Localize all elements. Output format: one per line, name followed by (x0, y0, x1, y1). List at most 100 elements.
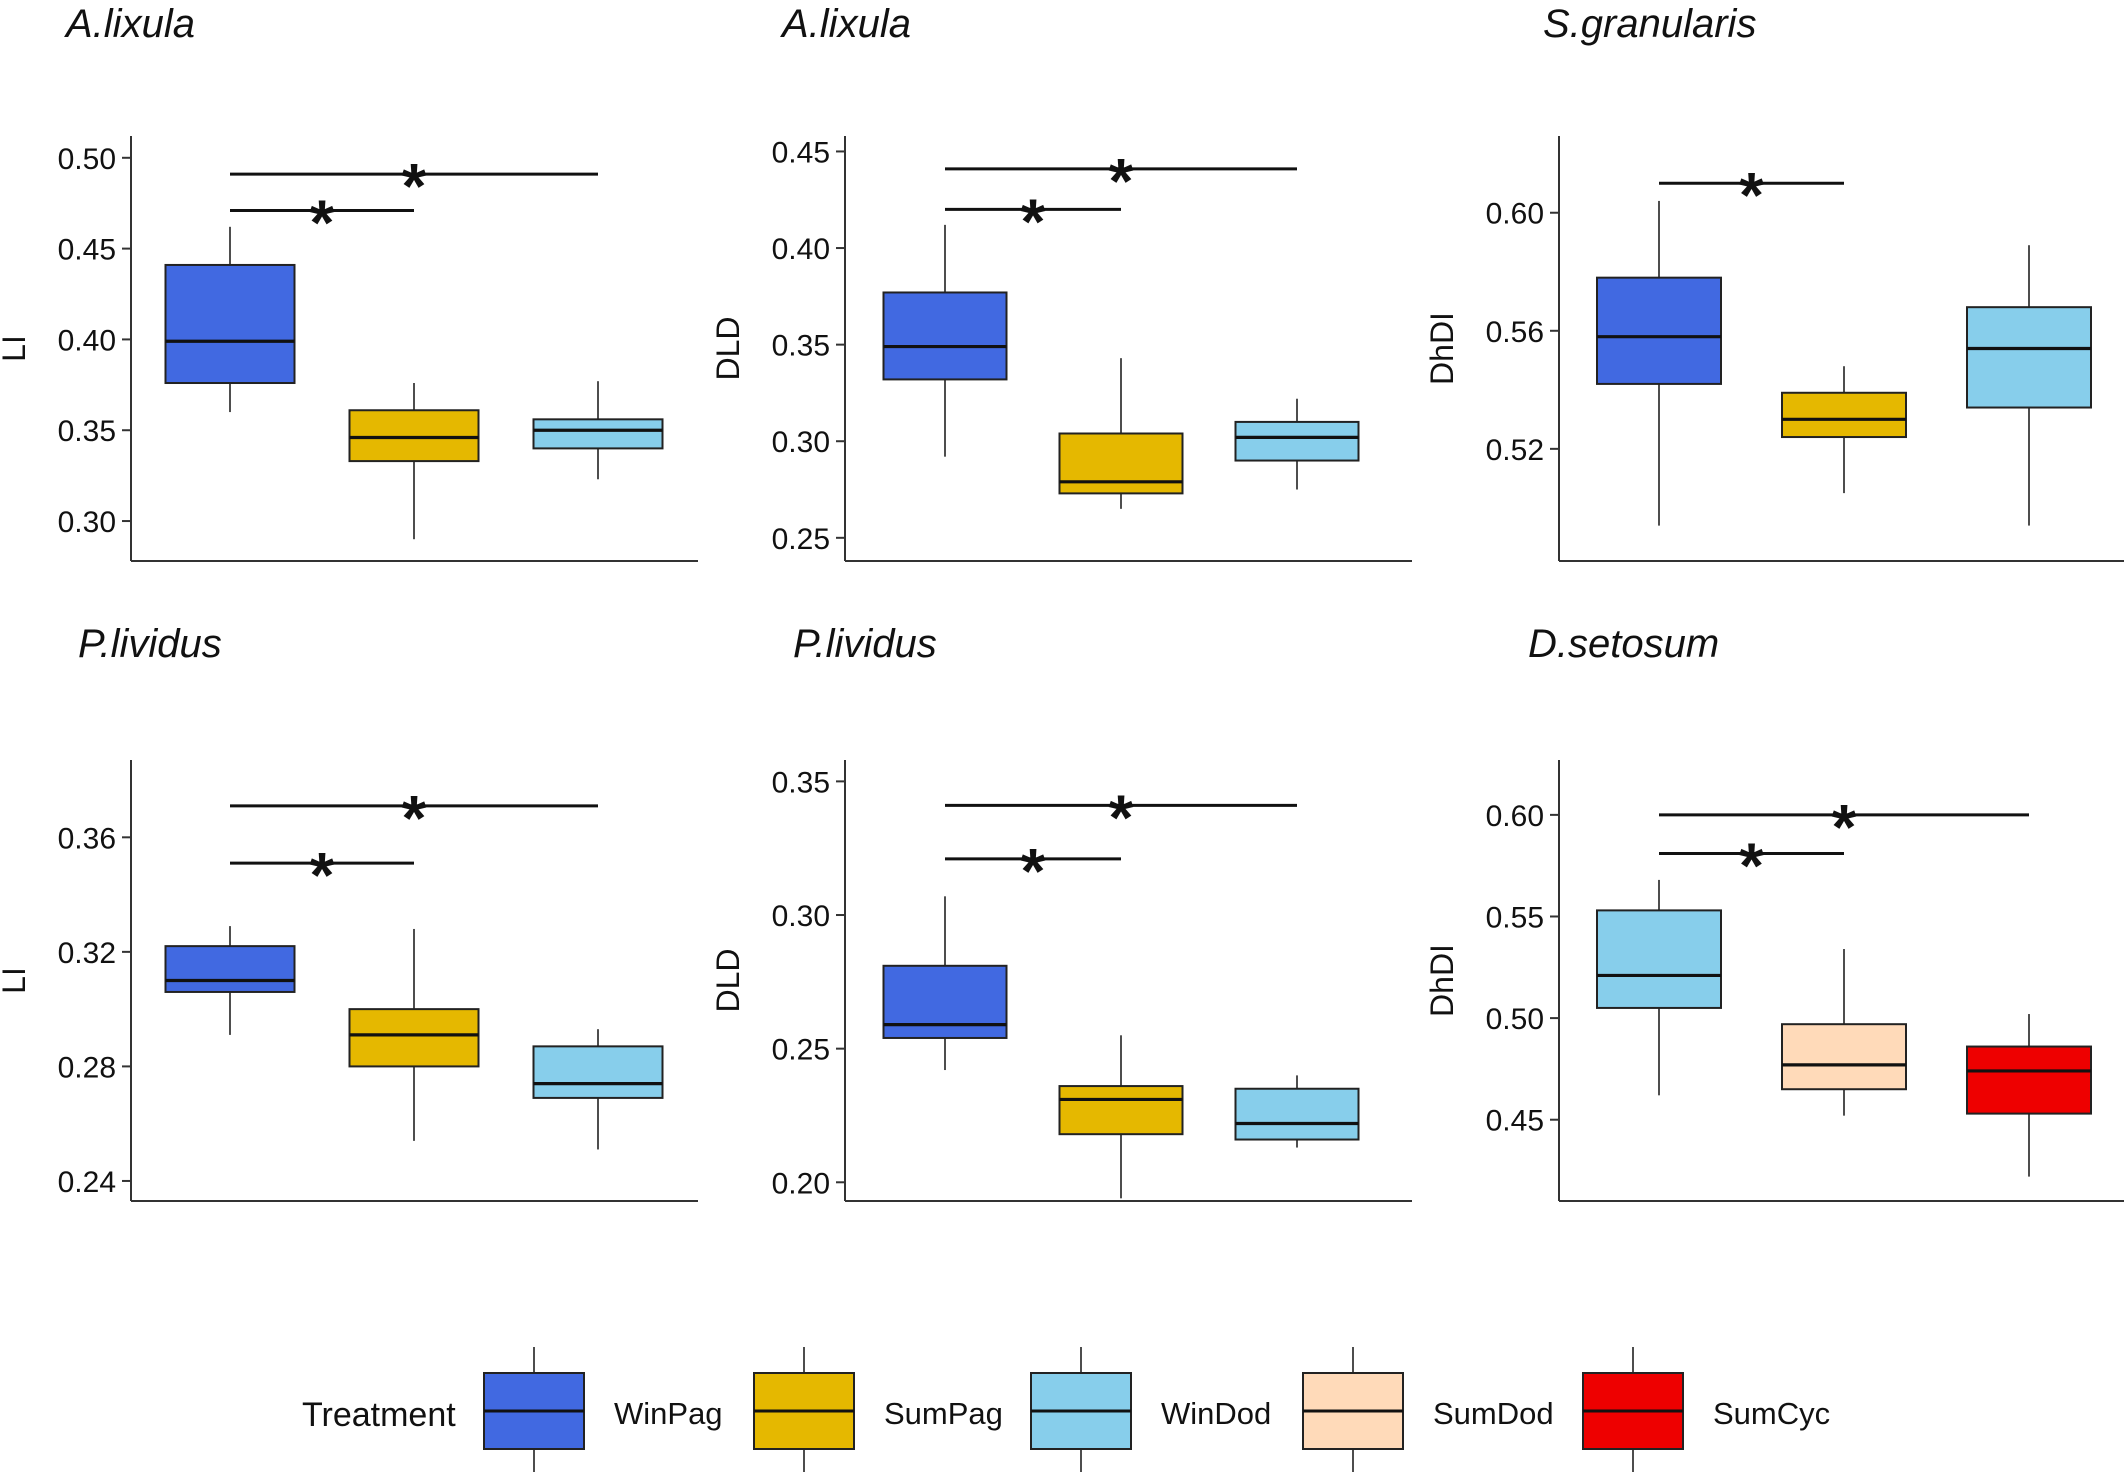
legend-key-windod: WinDod (1030, 1347, 1271, 1472)
y-tick-label: 0.45 (772, 136, 830, 169)
panel-title: P.lividus (793, 622, 937, 666)
y-tick-label: 0.35 (58, 415, 116, 448)
y-axis-title: DhDI (1424, 944, 1460, 1017)
interquartile-box (1781, 1023, 1907, 1091)
significance-star: * (1739, 829, 1764, 901)
interquartile-box (1058, 432, 1184, 495)
box-winpag (882, 224, 1008, 457)
y-tick-label: 0.60 (1486, 198, 1544, 231)
legend-label: WinDod (1161, 1396, 1271, 1431)
interquartile-box (1596, 276, 1722, 385)
y-axis-title: LI (0, 967, 32, 994)
interquartile-box (1234, 420, 1360, 462)
interquartile-box (882, 964, 1008, 1039)
y-tick-label: 0.60 (1486, 800, 1544, 833)
box-winpag (1596, 200, 1722, 526)
panel-3: S.granularis 0.52 0.56 0.60 DhDI * (1424, 2, 2124, 562)
box-winpag (164, 926, 296, 1035)
panel-title: S.granularis (1543, 2, 1756, 46)
interquartile-box (164, 945, 296, 993)
legend-label: SumCyc (1713, 1396, 1830, 1431)
legend-label: SumPag (884, 1396, 1003, 1431)
panel-title: A.lixula (780, 2, 911, 46)
box-sumpag (1058, 1035, 1184, 1199)
interquartile-box (348, 1008, 480, 1068)
y-tick-label: 0.36 (58, 822, 116, 855)
box-sumpag (348, 928, 480, 1141)
y-tick-label: 0.50 (1486, 1003, 1544, 1036)
y-tick-label: 0.30 (58, 506, 116, 539)
legend-key-winpag: WinPag (483, 1347, 723, 1472)
legend: Treatment WinPag SumPag WinDod SumDod SumCyc (302, 1347, 1830, 1472)
box-windod (532, 1029, 664, 1150)
interquartile-box (532, 418, 664, 450)
significance-star: * (402, 150, 427, 222)
panel-5: P.lividus 0.20 0.25 0.30 0.35 DLD * * (710, 622, 1412, 1202)
panel-1: A.lixula 0.30 0.35 0.40 0.45 0.50 LI * * (0, 2, 698, 562)
y-tick-label: 0.45 (58, 234, 116, 267)
interquartile-box (1234, 1087, 1360, 1141)
interquartile-box (532, 1045, 664, 1099)
significance-star: * (1739, 159, 1764, 231)
interquartile-box (1966, 1045, 2092, 1115)
panel-title: P.lividus (78, 622, 222, 666)
interquartile-box (1781, 391, 1907, 439)
significance-star: * (1109, 781, 1134, 853)
panel-2: A.lixula 0.25 0.30 0.35 0.40 0.45 DLD * * (710, 2, 1412, 562)
y-tick-label: 0.50 (58, 143, 116, 176)
y-tick-label: 0.35 (772, 330, 830, 363)
y-tick-label: 0.30 (772, 426, 830, 459)
y-tick-label: 0.35 (772, 766, 830, 799)
legend-key-sumcyc: SumCyc (1582, 1347, 1830, 1472)
y-tick-label: 0.28 (58, 1051, 116, 1084)
legend-label: WinPag (614, 1396, 723, 1431)
y-axis-title: DhDI (1424, 312, 1460, 385)
interquartile-box (882, 291, 1008, 381)
panel-title: D.setosum (1528, 622, 1719, 666)
box-windod (1966, 245, 2092, 526)
y-axis-title: DLD (710, 948, 746, 1012)
interquartile-box (164, 263, 296, 385)
legend-key-sumpag: SumPag (753, 1347, 1003, 1472)
legend-key-sumdod: SumDod (1302, 1347, 1554, 1472)
y-tick-label: 0.25 (772, 1034, 830, 1067)
y-tick-label: 0.56 (1486, 316, 1544, 349)
significance-star: * (1832, 791, 1857, 863)
box-sumcyc (1966, 1014, 2092, 1177)
y-tick-label: 0.55 (1486, 901, 1544, 934)
y-tick-label: 0.30 (772, 900, 830, 933)
y-tick-label: 0.32 (58, 937, 116, 970)
significance-star: * (1021, 185, 1046, 257)
box-sumpag (348, 383, 480, 540)
y-tick-label: 0.24 (58, 1166, 116, 1199)
significance-star: * (310, 839, 335, 911)
box-sumpag (1781, 366, 1907, 494)
box-windod (1234, 1075, 1360, 1148)
box-winpag (164, 226, 296, 413)
y-tick-label: 0.45 (1486, 1105, 1544, 1138)
box-sumdod (1781, 949, 1907, 1116)
panel-4: P.lividus 0.24 0.28 0.32 0.36 LI * * (0, 622, 698, 1202)
box-windod (1234, 398, 1360, 490)
interquartile-box (1596, 909, 1722, 1009)
legend-title: Treatment (302, 1396, 456, 1434)
box-winpag (882, 896, 1008, 1071)
box-windod (1596, 879, 1722, 1096)
interquartile-box (1058, 1085, 1184, 1136)
y-tick-label: 0.40 (58, 324, 116, 357)
significance-star: * (402, 782, 427, 854)
y-axis-title: DLD (710, 316, 746, 380)
panel-6: D.setosum 0.45 0.50 0.55 0.60 DhDI * * (1424, 622, 2124, 1202)
interquartile-box (348, 409, 480, 463)
significance-star: * (1021, 835, 1046, 907)
box-sumpag (1058, 358, 1184, 509)
legend-label: SumDod (1433, 1396, 1554, 1431)
interquartile-box (1966, 306, 2092, 409)
y-tick-label: 0.25 (772, 523, 830, 556)
significance-star: * (310, 186, 335, 258)
y-axis-title: LI (0, 335, 32, 362)
y-tick-label: 0.20 (772, 1167, 830, 1200)
panel-title: A.lixula (64, 2, 195, 46)
y-tick-label: 0.52 (1486, 434, 1544, 467)
